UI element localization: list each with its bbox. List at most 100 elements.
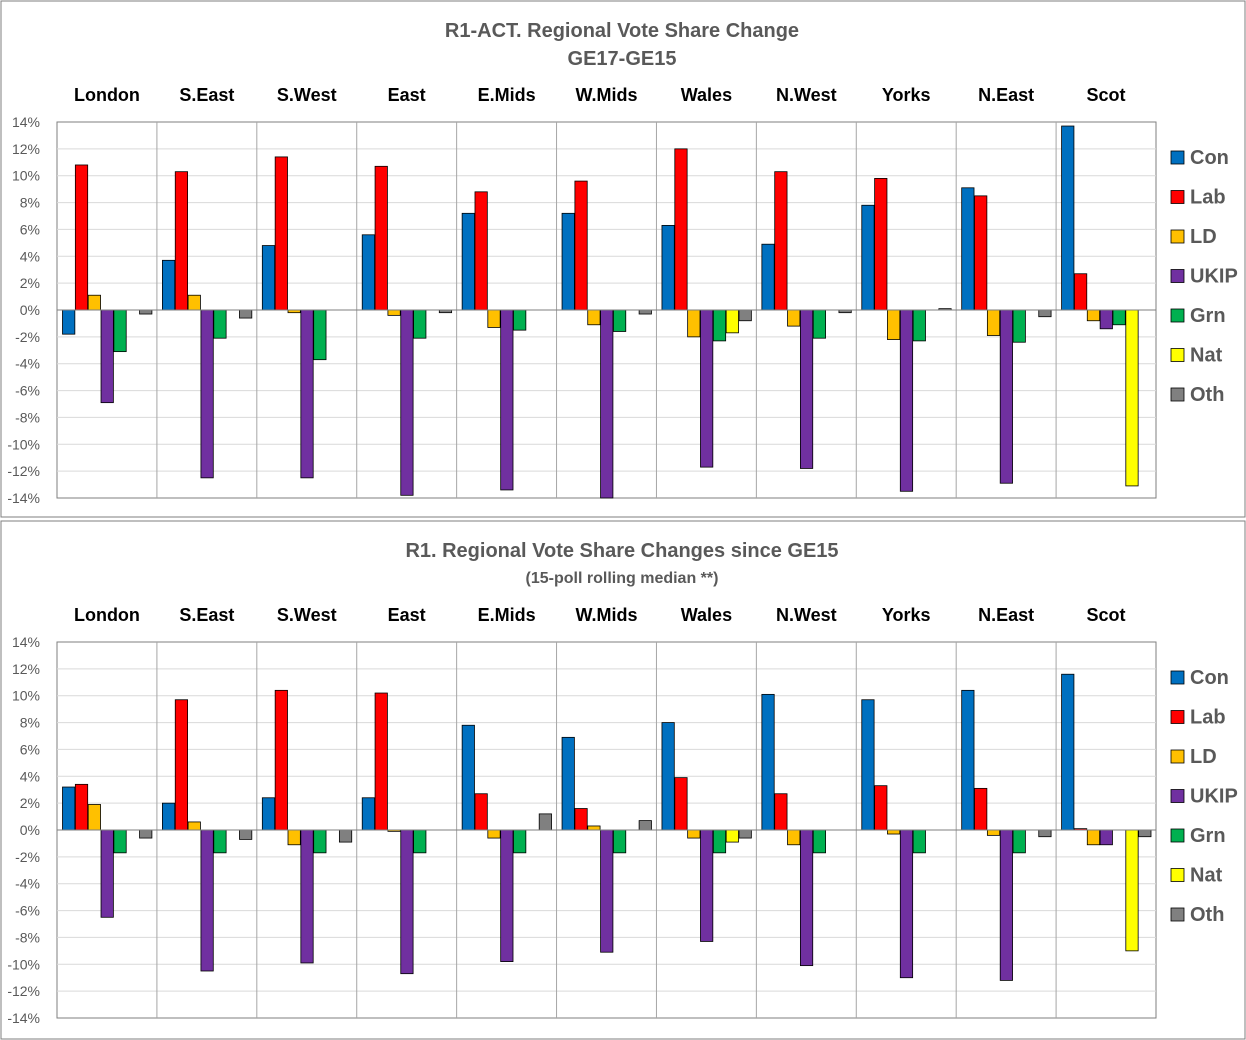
bar-london-ld [87,804,101,831]
legend-label-con: Con [1190,147,1229,169]
y-tick-label: -12% [7,463,40,479]
region-label-scot: Scot [1087,85,1126,105]
region-label-s-east: S.East [179,85,234,105]
bar-east-ld [387,309,401,316]
legend-swatch-ukip [1170,789,1185,803]
region-label-yorks: Yorks [882,605,931,625]
bar-east-con [361,234,375,311]
legend-swatch-ld [1170,229,1185,244]
bar-scot-ld [1086,309,1101,322]
bar-london-con [62,309,76,335]
bar-london-grn [113,829,127,854]
bar-wales-ld [687,829,701,839]
bar-s-west-lab [274,156,288,311]
y-tick-label: 8% [20,195,40,211]
bar-wales-nat [725,829,739,843]
y-tick-label: 0% [20,822,40,838]
y-tick-label: 2% [20,275,40,291]
bar-n-east-grn [1012,829,1026,854]
bar-w-mids-con [561,736,575,831]
region-label-wales: Wales [681,85,732,105]
bar-s-east-ld [187,294,201,311]
region-label-n-west: N.West [776,605,837,625]
chart-title: R1. Regional Vote Share Changes since GE… [405,540,838,562]
bar-scot-ld [1086,829,1101,846]
bar-scot-ukip [1099,309,1113,330]
bar-london-ukip [100,829,114,918]
y-tick-label: -12% [7,983,40,999]
bar-w-mids-lab [574,808,588,831]
bar-n-east-ukip [999,309,1013,484]
bar-wales-nat [725,309,739,334]
legend-label-ld: LD [1190,746,1217,768]
legend-swatch-grn [1170,828,1185,843]
legend-swatch-nat [1170,868,1185,882]
bar-wales-grn [712,829,727,854]
bar-london-oth [139,829,153,839]
bar-london-ld [87,294,101,311]
bar-w-mids-oth [638,820,652,831]
bar-wales-oth [738,829,752,839]
bar-w-mids-grn [613,309,627,332]
bar-east-lab [374,692,388,831]
legend-label-ukip: UKIP [1190,266,1238,288]
region-label-s-west: S.West [277,85,337,105]
region-labels: London S.East S.West East E.Mids W.Mids Wales N… [74,85,1126,105]
bar-e-mids-grn [513,829,527,854]
bar-s-west-grn [313,829,327,854]
bar-east-ukip [400,309,414,496]
region-label-w-mids: W.Mids [576,85,638,105]
bar-w-mids-ukip [600,309,614,499]
legend-label-con: Con [1190,667,1229,689]
legend-label-grn: Grn [1190,825,1226,847]
bar-wales-lab [674,777,688,831]
region-label-e-mids: E.Mids [478,85,536,105]
region-label-s-west: S.West [277,605,337,625]
legend-label-oth: Oth [1190,384,1224,406]
bar-s-east-ukip [200,829,214,972]
bar-e-mids-oth [538,813,552,831]
region-label-scot: Scot [1087,605,1126,625]
y-tick-label: 14% [12,634,40,650]
bar-scot-ukip [1099,829,1113,846]
y-tick-label: 6% [20,221,40,237]
bar-n-east-ld [986,309,1001,336]
bar-s-west-con [261,245,276,311]
y-tick-label: 12% [12,661,40,677]
bar-w-mids-oth [638,309,652,315]
bar-n-west-ld [787,829,801,846]
legend-label-ukip: UKIP [1190,786,1238,808]
legend-label-lab: Lab [1190,707,1226,729]
bar-e-mids-lab [474,191,488,311]
bar-n-west-con [761,693,775,831]
y-tick-label: -4% [15,876,40,892]
legend: Con Lab LD UKIP Grn Nat Oth [1170,667,1238,926]
bar-n-west-grn [812,309,826,339]
bar-wales-oth [738,309,752,322]
region-label-east: East [388,85,426,105]
bar-london-grn [113,309,127,353]
bar-e-mids-grn [513,309,527,331]
legend-swatch-con [1170,150,1185,165]
y-tick-label: 14% [12,114,40,130]
bar-yorks-ukip [899,309,914,492]
bar-n-west-lab [774,171,788,311]
bar-s-west-oth [338,829,353,843]
bar-n-east-con [961,689,975,831]
bar-e-mids-ukip [500,309,514,491]
legend-swatch-nat [1170,348,1185,362]
y-tick-label: 10% [12,688,40,704]
bar-wales-ld [687,309,701,338]
bar-east-grn [413,829,427,854]
chart-subtitle: GE17-GE15 [568,48,677,70]
bar-yorks-grn [912,309,926,342]
region-label-london: London [74,605,140,625]
bar-n-west-ld [787,309,801,327]
bar-s-west-ukip [300,309,314,479]
bar-n-east-grn [1012,309,1026,343]
bar-s-west-con [261,797,276,831]
bar-yorks-lab [874,785,888,831]
y-tick-label: -2% [15,849,40,865]
legend-swatch-ld [1170,749,1185,764]
